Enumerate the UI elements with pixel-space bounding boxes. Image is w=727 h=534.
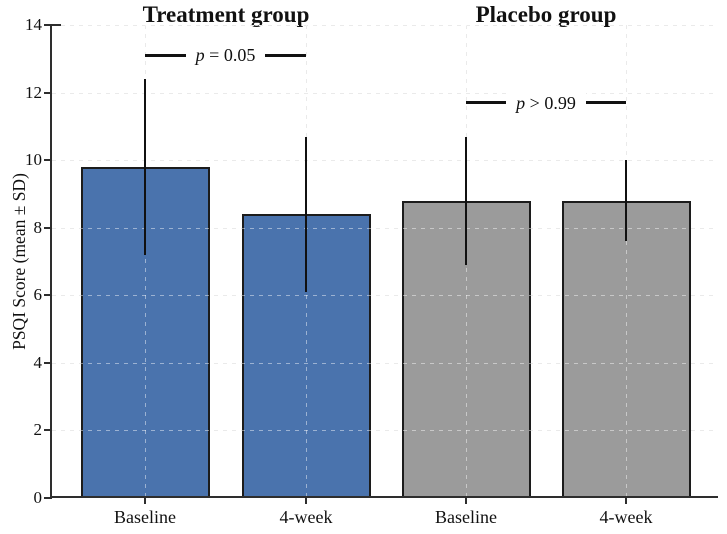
x-tick-label-slot-0: Baseline xyxy=(114,507,176,527)
y-tick-label-8: 8 xyxy=(33,217,43,237)
y-tick-10 xyxy=(44,159,50,162)
h-gridline-8 xyxy=(52,227,718,229)
y-tick-14 xyxy=(44,24,50,26)
h-gridline-overlay-2 xyxy=(52,430,718,432)
h-gridline-10 xyxy=(52,160,718,162)
v-gridline-overlay-slot-0 xyxy=(145,25,146,498)
y-tick-label-12: 12 xyxy=(25,82,42,102)
h-gridline-2 xyxy=(52,430,718,432)
h-gridline-overlay-12 xyxy=(52,92,718,94)
h-gridline-overlay-8 xyxy=(52,227,718,229)
y-tick-12 xyxy=(44,91,50,94)
x-axis-spine xyxy=(50,496,718,498)
y-axis-spine xyxy=(50,24,52,499)
plot-area: p = 0.05 p > 0.99 xyxy=(52,25,718,498)
significance-bracket-treatment: p = 0.05 xyxy=(145,44,306,67)
x-tick-slot-0 xyxy=(144,498,146,504)
h-gridline-14 xyxy=(52,25,718,26)
bar-placebo-4-week xyxy=(561,200,691,498)
h-gridline-4 xyxy=(52,362,718,364)
y-tick-label-4: 4 xyxy=(33,352,43,372)
error-bar-treatment-4-week xyxy=(304,136,308,292)
significance-label: p = 0.05 xyxy=(185,44,266,67)
x-tick-slot-3 xyxy=(625,498,627,504)
y-tick-label-6: 6 xyxy=(33,285,43,305)
h-gridline-overlay-14 xyxy=(52,25,718,26)
error-bar-treatment-baseline xyxy=(143,79,147,255)
h-gridline-12 xyxy=(52,92,718,94)
h-gridline-overlay-10 xyxy=(52,160,718,162)
y-tick-label-14: 14 xyxy=(25,15,42,34)
y-tick-4 xyxy=(44,361,50,364)
error-bar-placebo-4-week xyxy=(624,160,628,242)
h-gridline-6 xyxy=(52,295,718,297)
x-tick-slot-2 xyxy=(465,498,467,504)
x-tick-slot-1 xyxy=(305,498,307,504)
significance-bracket-placebo: p > 0.99 xyxy=(466,91,626,114)
group-title-placebo: Placebo group xyxy=(475,2,617,27)
group-title-treatment: Treatment group xyxy=(142,2,310,27)
v-gridline-overlay-slot-3 xyxy=(626,25,627,498)
significance-label: p > 0.99 xyxy=(506,91,586,114)
x-tick-label-slot-1: 4-week xyxy=(279,507,333,527)
x-tick-label-slot-2: Baseline xyxy=(435,507,497,527)
y-tick-label-0: 0 xyxy=(33,488,43,507)
h-gridline-overlay-6 xyxy=(52,295,718,297)
x-tick-label-slot-3: 4-week xyxy=(599,507,653,527)
y-axis-top-cap xyxy=(52,24,61,26)
y-tick-8 xyxy=(44,226,50,229)
y-tick-label-2: 2 xyxy=(33,420,43,440)
y-tick-label-10: 10 xyxy=(25,150,42,170)
y-tick-6 xyxy=(44,294,50,297)
h-gridline-overlay-4 xyxy=(52,362,718,364)
error-bar-placebo-baseline xyxy=(464,136,468,265)
y-tick-0 xyxy=(44,497,50,499)
y-tick-2 xyxy=(44,429,50,432)
